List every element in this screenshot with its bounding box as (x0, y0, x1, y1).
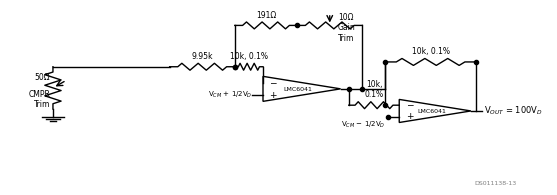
Text: −: − (405, 101, 413, 110)
Text: 191Ω: 191Ω (256, 11, 276, 20)
Text: 10k, 0.1%: 10k, 0.1% (412, 47, 449, 56)
Text: V$_{CM}$ + 1/2V$_D$: V$_{CM}$ + 1/2V$_D$ (208, 90, 252, 100)
Text: −: − (270, 78, 277, 87)
Text: +: + (405, 112, 413, 121)
Text: 50Ω: 50Ω (35, 73, 50, 82)
Text: 10k,
0.1%: 10k, 0.1% (364, 80, 384, 99)
Text: 9.95k: 9.95k (192, 52, 213, 61)
Text: LMC6041: LMC6041 (417, 109, 446, 114)
Text: CMPR
Trim: CMPR Trim (28, 90, 50, 109)
Text: 10k, 0.1%: 10k, 0.1% (230, 52, 268, 61)
Text: DS011138-13: DS011138-13 (475, 181, 517, 186)
Text: 10Ω
Gain
Trim: 10Ω Gain Trim (338, 13, 356, 43)
Text: +: + (270, 91, 277, 100)
Text: V$_{OUT}$ = 100V$_D$: V$_{OUT}$ = 100V$_D$ (485, 105, 544, 117)
Text: LMC6041: LMC6041 (284, 87, 312, 92)
Text: V$_{CM}$ − 1/2V$_D$: V$_{CM}$ − 1/2V$_D$ (341, 120, 385, 130)
